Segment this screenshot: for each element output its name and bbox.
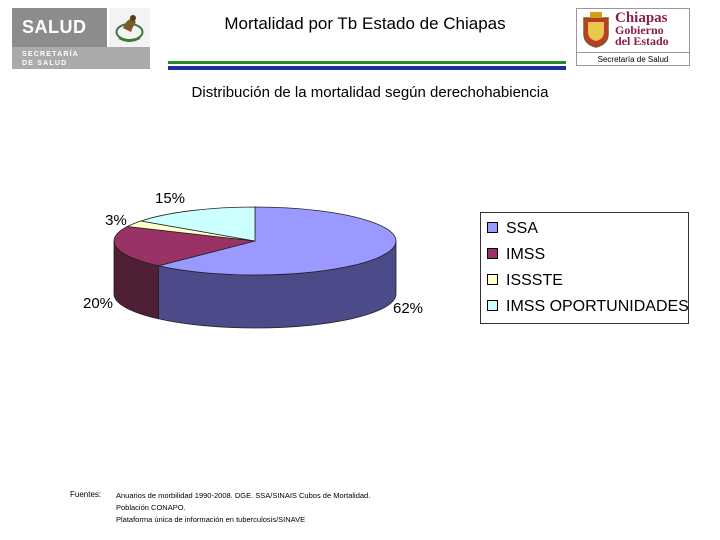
chiapas-logo-line3: del Estado bbox=[615, 34, 669, 48]
pie-slice-imss bbox=[113, 226, 256, 267]
legend-swatch bbox=[487, 300, 498, 312]
legend-item-imss-oportunidades: IMSS OPORTUNIDADES bbox=[487, 295, 689, 319]
salud-logo-subtitle: SECRETARÍA DE SALUD bbox=[12, 47, 150, 69]
legend-item-ssa: SSA bbox=[487, 217, 538, 241]
chart-title: Distribución de la mortalidad según dere… bbox=[191, 84, 549, 101]
salud-logo-line2: SECRETARÍA bbox=[22, 51, 79, 58]
chiapas-shield-icon bbox=[581, 12, 611, 53]
legend-item-issste: ISSSTE bbox=[487, 269, 563, 293]
pie-slice-ssa bbox=[158, 206, 397, 276]
salud-logo: SALUD SECRETARÍA DE SALUD bbox=[12, 8, 150, 69]
source-line: Población CONAPO. bbox=[116, 503, 186, 512]
sources-label: Fuentes: bbox=[70, 490, 102, 499]
salud-logo-title: SALUD bbox=[12, 8, 107, 47]
sources-text: Anuarios de morbilidad 1990-2008. DGE. S… bbox=[116, 490, 576, 526]
salud-logo-line3: DE SALUD bbox=[22, 60, 68, 67]
chiapas-logo-title: Chiapas bbox=[615, 10, 668, 26]
chiapas-logo-subtitle: Secretaría de Salud bbox=[577, 52, 689, 64]
data-label-imss: 20% bbox=[83, 295, 113, 312]
divider-blue bbox=[168, 66, 566, 70]
legend-item-imss: IMSS bbox=[487, 243, 545, 267]
legend-label: SSA bbox=[506, 220, 539, 237]
chiapas-logo-line2: Gobierno bbox=[615, 23, 664, 37]
data-label-issste: 3% bbox=[105, 212, 127, 229]
legend-swatch bbox=[487, 274, 498, 286]
page-title: Mortalidad por Tb Estado de Chiapas bbox=[224, 14, 506, 33]
legend-label: IMSS OPORTUNIDADES bbox=[506, 298, 689, 315]
data-label-imss-oportunidades: 15% bbox=[155, 190, 185, 207]
legend-swatch bbox=[487, 222, 498, 234]
mexico-eagle-icon bbox=[109, 8, 150, 47]
chiapas-logo: Chiapas Gobierno del Estado Secretaría d… bbox=[576, 8, 690, 66]
chart-legend: SSA IMSS ISSSTE IMSS OPORTUNIDADES bbox=[480, 212, 689, 324]
pie-slice-imss-oportunidades bbox=[140, 206, 256, 242]
data-label-ssa: 62% bbox=[393, 300, 423, 317]
legend-swatch bbox=[487, 248, 498, 260]
source-line: Plataforma única de información en tuber… bbox=[116, 515, 306, 524]
legend-label: IMSS bbox=[506, 246, 546, 263]
legend-label: ISSSTE bbox=[506, 272, 563, 289]
source-line: Anuarios de morbilidad 1990-2008. DGE. S… bbox=[116, 491, 371, 500]
divider-green bbox=[168, 61, 566, 64]
